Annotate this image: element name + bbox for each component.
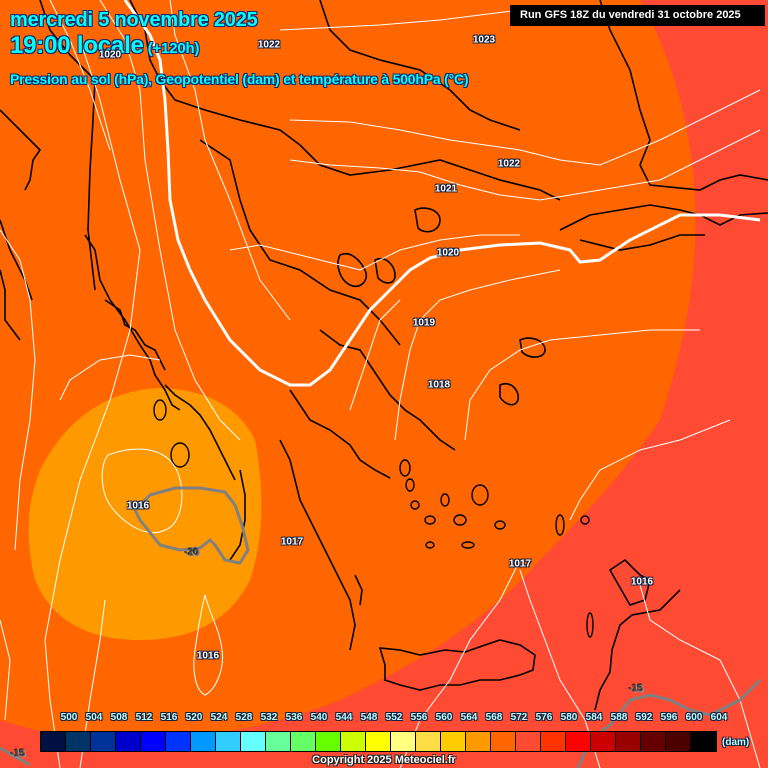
legend-label: 508	[110, 712, 128, 723]
legend-swatch	[441, 732, 466, 751]
legend-label: 600	[685, 712, 703, 723]
legend-swatch	[391, 732, 416, 751]
legend-swatch	[666, 732, 691, 751]
legend-label: 584	[585, 712, 603, 723]
legend-swatch	[466, 732, 491, 751]
legend-swatch	[166, 732, 191, 751]
legend-swatch	[41, 732, 66, 751]
pressure-label: 1017	[508, 558, 532, 570]
model-run-info: Run GFS 18Z du vendredi 31 octobre 2025	[510, 5, 765, 26]
legend-swatch	[316, 732, 341, 751]
legend-color-bar	[40, 731, 717, 752]
legend-label: 540	[310, 712, 328, 723]
legend-label: 548	[360, 712, 378, 723]
legend-label: 552	[385, 712, 403, 723]
pressure-label: 1022	[497, 158, 521, 170]
pressure-label: 1019	[412, 317, 436, 329]
forecast-time: 19:00 locale (+120h)	[10, 32, 199, 60]
legend-swatch	[591, 732, 616, 751]
pressure-label: 1018	[427, 379, 451, 391]
legend-unit: (dam)	[722, 737, 750, 748]
map-description: Pression au sol (hPa), Geopotentiel (dam…	[10, 71, 469, 87]
zone-564-568	[28, 388, 262, 640]
legend-label: 500	[60, 712, 78, 723]
legend-label: 532	[260, 712, 278, 723]
legend-swatch	[516, 732, 541, 751]
legend-label: 572	[510, 712, 528, 723]
legend-label: 592	[635, 712, 653, 723]
forecast-time-value: 19:00 locale	[10, 32, 144, 59]
legend-labels: 500 504 508 512 516 520 524 528 532 536 540 544 548 5…	[40, 712, 740, 726]
pressure-label: 1021	[434, 183, 458, 195]
legend-label: 576	[535, 712, 553, 723]
forecast-lead: (+120h)	[147, 40, 200, 57]
legend-swatch	[616, 732, 641, 751]
pressure-label: 1016	[126, 500, 150, 512]
legend-swatch	[416, 732, 441, 751]
legend-label: 596	[660, 712, 678, 723]
legend-label: 524	[210, 712, 228, 723]
pressure-label: 1020	[436, 247, 460, 259]
legend-swatch	[691, 732, 716, 751]
legend-swatch	[266, 732, 291, 751]
legend-label: 516	[160, 712, 178, 723]
legend-label: 568	[485, 712, 503, 723]
legend-swatch	[241, 732, 266, 751]
legend-label: 564	[460, 712, 478, 723]
legend-label: 536	[285, 712, 303, 723]
legend-swatch	[216, 732, 241, 751]
pressure-label: 1016	[196, 650, 220, 662]
legend-swatch	[541, 732, 566, 751]
copyright: Copyright 2025 Meteociel.fr	[312, 754, 456, 766]
pressure-label: 1017	[280, 536, 304, 548]
pressure-label: 1016	[630, 576, 654, 588]
legend-label: 580	[560, 712, 578, 723]
legend-label: 504	[85, 712, 103, 723]
pressure-label: 1022	[257, 39, 281, 51]
legend-swatch	[641, 732, 666, 751]
temperature-label: -20	[184, 547, 200, 559]
legend-label: 588	[610, 712, 628, 723]
legend-label: 556	[410, 712, 428, 723]
islands	[153, 399, 594, 638]
legend-swatch	[366, 732, 391, 751]
legend-swatch	[66, 732, 91, 751]
legend-label: 520	[185, 712, 203, 723]
legend-swatch	[291, 732, 316, 751]
legend-label: 512	[135, 712, 153, 723]
legend-swatch	[566, 732, 591, 751]
legend-label: 544	[335, 712, 353, 723]
legend-label: 604	[710, 712, 728, 723]
legend-swatch	[116, 732, 141, 751]
legend-swatch	[491, 732, 516, 751]
legend-swatch	[91, 732, 116, 751]
forecast-date: mercredi 5 novembre 2025	[10, 9, 258, 31]
legend-swatch	[191, 732, 216, 751]
legend-label: 560	[435, 712, 453, 723]
temperature-label: -15	[628, 683, 644, 695]
pressure-label: 1023	[472, 34, 496, 46]
legend-swatch	[141, 732, 166, 751]
temperature-label: -15	[10, 748, 26, 760]
pressure-label: 1020	[98, 49, 122, 61]
legend-swatch	[341, 732, 366, 751]
isobar-1020-thick	[123, 0, 761, 387]
legend-label: 528	[235, 712, 253, 723]
